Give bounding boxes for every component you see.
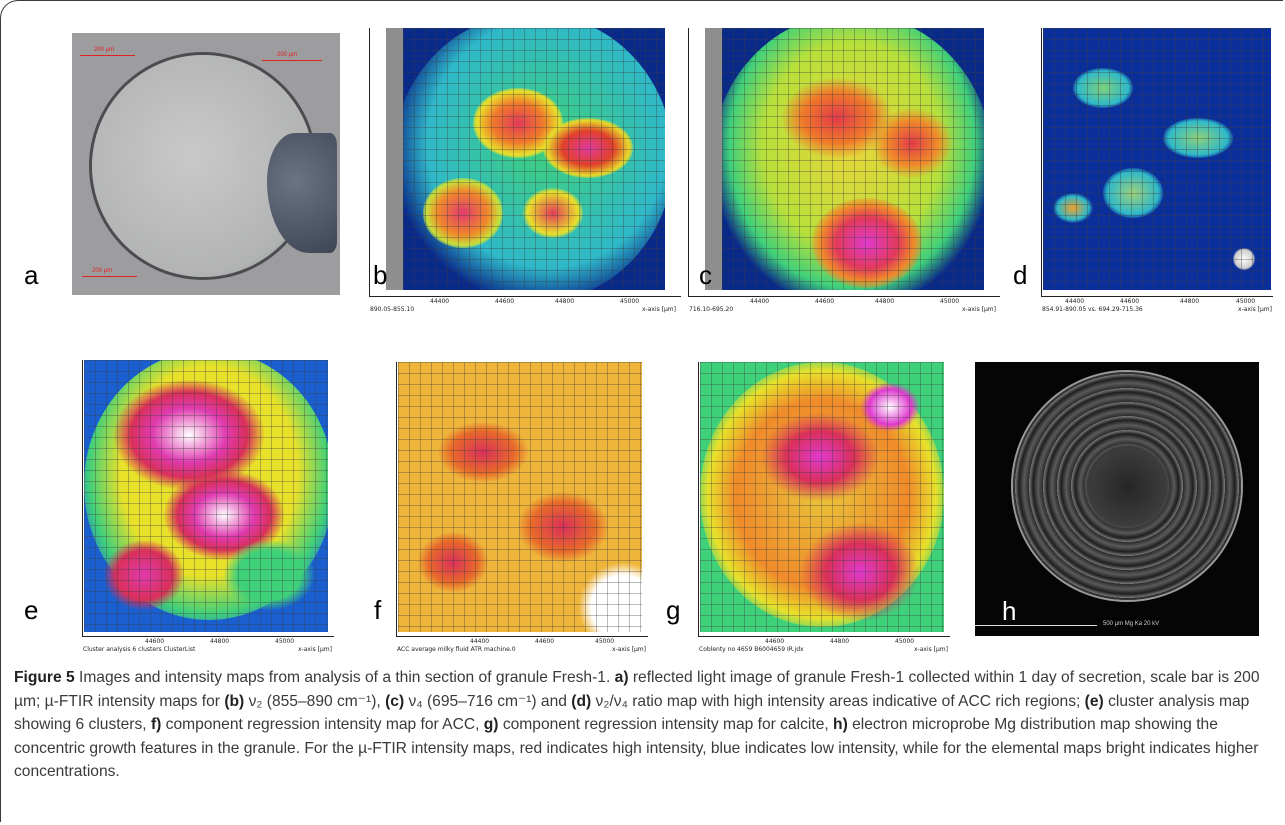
x-tick: 44800 bbox=[1180, 298, 1200, 305]
panel-c-left-margin bbox=[705, 28, 722, 290]
x-axis bbox=[1041, 296, 1273, 297]
panel-g-calcite-map bbox=[700, 362, 944, 632]
panel-e-cluster-map bbox=[84, 360, 328, 632]
map-footer: 890.05-855.10 bbox=[370, 306, 415, 313]
caption-text: Images and intensity maps from analysis … bbox=[74, 669, 615, 686]
x-tick: 44400 bbox=[430, 298, 450, 305]
caption-key: h) bbox=[833, 716, 848, 734]
x-axis-label: x-axis [µm] bbox=[1238, 306, 1272, 313]
x-axis bbox=[82, 636, 334, 637]
scale-bar-label: 200 µm bbox=[277, 52, 298, 58]
panel-h-microprobe-image: 500 µm Mg Ka 20 kV bbox=[975, 362, 1259, 636]
caption-key: a) bbox=[614, 669, 629, 686]
panel-f-acc-map bbox=[398, 362, 642, 632]
map-footer: 854.91-890.05 vs. 694.29-715.36 bbox=[1042, 306, 1143, 313]
x-tick: 44600 bbox=[495, 298, 515, 305]
scale-bar bbox=[80, 55, 135, 56]
panel-label-e: e bbox=[24, 595, 39, 625]
caption-key: (e) bbox=[1084, 692, 1104, 710]
x-tick: 45000 bbox=[595, 638, 615, 645]
scale-bar-label: 200 µm bbox=[94, 47, 115, 53]
microprobe-footer: 500 µm Mg Ka 20 kV bbox=[1103, 621, 1160, 627]
caption-text: cluster analysis map showing 6 clusters, bbox=[14, 692, 1250, 734]
x-tick: 44400 bbox=[750, 298, 770, 305]
caption-key: (d) bbox=[571, 692, 592, 710]
map-footer: Cluster analysis 6 clusters ClusterList bbox=[83, 646, 196, 653]
x-axis-label: x-axis [µm] bbox=[914, 646, 948, 653]
x-axis-label: x-axis [µm] bbox=[612, 646, 646, 653]
panel-b-left-margin bbox=[386, 28, 403, 290]
y-axis bbox=[1041, 28, 1042, 296]
y-axis bbox=[688, 28, 689, 296]
panel-label-c: c bbox=[699, 260, 712, 290]
x-axis bbox=[396, 636, 648, 637]
y-axis bbox=[698, 362, 699, 636]
y-axis bbox=[369, 28, 370, 296]
x-tick: 45000 bbox=[1236, 298, 1256, 305]
x-tick: 45000 bbox=[275, 638, 295, 645]
x-axis bbox=[688, 296, 1000, 297]
x-tick: 44600 bbox=[1120, 298, 1140, 305]
x-tick: 44600 bbox=[765, 638, 785, 645]
x-axis bbox=[698, 636, 950, 637]
y-axis bbox=[396, 362, 397, 636]
y-axis bbox=[82, 360, 83, 636]
figure-caption: Figure 5 Images and intensity maps from … bbox=[14, 666, 1272, 784]
caption-text: component regression intensity map for A… bbox=[161, 716, 484, 734]
x-tick: 44400 bbox=[470, 638, 490, 645]
map-footer: 716.10-695.20 bbox=[689, 306, 734, 313]
x-tick: 44800 bbox=[210, 638, 230, 645]
map-footer: Coblenty no 4659 B6004659 IR.jdx bbox=[699, 646, 804, 653]
panel-label-f: f bbox=[374, 595, 382, 625]
scale-bar-label: 200 µm bbox=[92, 268, 113, 274]
x-tick: 44600 bbox=[815, 298, 835, 305]
panel-d-ratio-map bbox=[1043, 28, 1271, 290]
panel-a-image: 200 µm 200 µm 200 µm bbox=[72, 33, 340, 295]
caption-text: ν₂/ν₄ ratio map with high intensity area… bbox=[591, 692, 1085, 710]
map-footer: ACC average milky fluid ATR machine.0 bbox=[397, 646, 516, 653]
panel-label-a: a bbox=[24, 260, 39, 290]
x-tick: 45000 bbox=[895, 638, 915, 645]
x-tick: 44400 bbox=[1065, 298, 1085, 305]
caption-text: ν₄ (695–716 cm⁻¹) and bbox=[404, 692, 572, 710]
caption-key: f) bbox=[150, 716, 162, 734]
x-axis bbox=[369, 296, 681, 297]
scale-bar bbox=[262, 60, 322, 61]
x-tick: 44800 bbox=[830, 638, 850, 645]
scale-bar bbox=[82, 276, 137, 277]
panel-b-ftir-map bbox=[403, 28, 665, 290]
x-tick: 44600 bbox=[145, 638, 165, 645]
scale-bar bbox=[975, 625, 1097, 626]
caption-text: component regression intensity map for c… bbox=[498, 716, 834, 734]
caption-key: (b) bbox=[224, 692, 245, 710]
panel-label-g: g bbox=[666, 595, 681, 625]
x-tick: 44800 bbox=[555, 298, 575, 305]
caption-text: ν₂ (855–890 cm⁻¹), bbox=[244, 692, 386, 710]
granule-core bbox=[1083, 442, 1173, 532]
panel-c-ftir-map bbox=[722, 28, 984, 290]
caption-text: reflected light image of granule Fresh-1… bbox=[14, 669, 1260, 710]
x-tick: 44600 bbox=[535, 638, 555, 645]
x-tick: 45000 bbox=[620, 298, 640, 305]
x-tick: 45000 bbox=[940, 298, 960, 305]
x-axis-label: x-axis [µm] bbox=[962, 306, 996, 313]
caption-title: Figure 5 bbox=[14, 669, 75, 686]
caption-key: g) bbox=[483, 716, 499, 734]
x-axis-label: x-axis [µm] bbox=[298, 646, 332, 653]
x-axis-label: x-axis [µm] bbox=[642, 306, 676, 313]
panel-label-h: h bbox=[1002, 596, 1017, 626]
x-tick: 44800 bbox=[875, 298, 895, 305]
caption-key: (c) bbox=[385, 692, 405, 710]
caption-text: electron microprobe Mg distribution map … bbox=[14, 716, 1259, 781]
panel-label-d: d bbox=[1013, 260, 1028, 290]
panel-label-b: b bbox=[373, 260, 388, 290]
